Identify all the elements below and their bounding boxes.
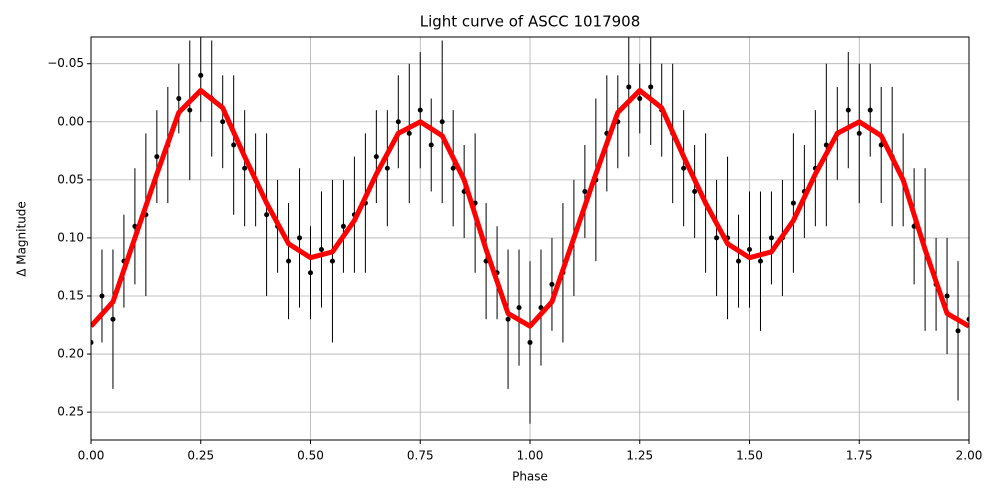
data-point	[944, 293, 950, 299]
data-point	[308, 270, 313, 276]
data-point	[154, 154, 160, 160]
data-point	[264, 212, 270, 218]
data-point	[428, 142, 434, 148]
data-point	[373, 154, 379, 160]
data-point	[736, 258, 742, 264]
data-point	[955, 328, 961, 334]
data-point	[714, 235, 720, 241]
data-point	[637, 96, 643, 102]
data-point	[856, 130, 862, 136]
data-point	[176, 96, 182, 102]
data-point	[91, 339, 94, 345]
data-point	[286, 258, 292, 264]
data-point	[417, 107, 423, 113]
data-point	[626, 84, 632, 90]
data-point	[220, 119, 226, 125]
data-point	[790, 200, 796, 206]
x-tick-label: 0.00	[78, 449, 105, 463]
plot-frame	[90, 36, 970, 441]
x-tick-label: 0.25	[187, 449, 214, 463]
data-point	[187, 107, 193, 113]
data-point	[395, 119, 401, 125]
data-point	[757, 258, 763, 264]
data-point	[242, 165, 248, 171]
data-point	[516, 305, 522, 311]
y-tick-label: 0.10	[57, 230, 84, 244]
data-point	[966, 316, 969, 322]
data-point	[329, 258, 335, 264]
x-tick-label: 1.25	[626, 449, 653, 463]
data-point	[845, 107, 851, 113]
data-point	[110, 316, 116, 322]
data-point	[198, 72, 204, 78]
data-point	[681, 165, 687, 171]
y-axis-label: Δ Magnitude	[15, 201, 29, 277]
y-tick-label: 0.00	[57, 114, 84, 128]
y-tick-label: −0.05	[47, 56, 84, 70]
data-point	[384, 165, 390, 171]
plot-area	[91, 37, 969, 424]
data-point	[231, 142, 237, 148]
x-tick-label: 2.00	[956, 449, 983, 463]
data-point	[99, 293, 105, 299]
y-tick-label: 0.15	[57, 288, 84, 302]
data-point	[505, 316, 511, 322]
data-point	[867, 107, 873, 113]
y-tick-label: 0.20	[57, 347, 84, 361]
data-point	[340, 223, 346, 229]
data-point	[297, 235, 303, 241]
data-point	[648, 84, 654, 90]
data-point	[747, 247, 752, 253]
data-point	[318, 247, 324, 253]
data-point	[549, 281, 555, 287]
y-tick-label: 0.25	[57, 405, 84, 419]
model-curve	[91, 87, 969, 329]
data-point	[582, 188, 588, 194]
data-point	[692, 188, 698, 194]
x-tick-label: 0.75	[407, 449, 434, 463]
chart-title: Light curve of ASCC 1017908	[420, 13, 641, 31]
data-point	[406, 130, 412, 136]
data-point	[439, 119, 445, 125]
data-point	[450, 165, 456, 171]
data-point	[527, 339, 533, 345]
data-point	[538, 305, 544, 311]
x-tick-label: 1.00	[517, 449, 544, 463]
x-tick-label: 0.50	[297, 449, 324, 463]
x-tick-label: 1.50	[736, 449, 763, 463]
y-tick-label: 0.05	[57, 172, 84, 186]
x-tick-label: 1.75	[846, 449, 873, 463]
x-axis-label: Phase	[512, 470, 548, 484]
axes: 0.00 0.25 0.50 0.75 1.00 1.25 1.50 1.75 2.00 −0.0…	[47, 36, 983, 463]
data-point	[768, 235, 774, 241]
